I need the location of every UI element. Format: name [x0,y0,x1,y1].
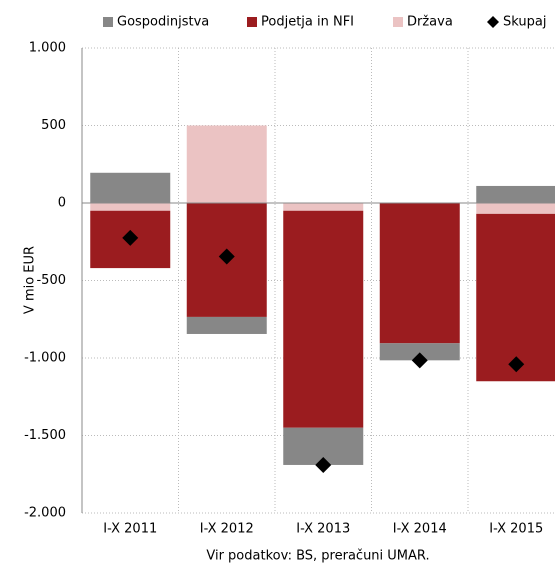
bar-segment [90,172,171,203]
y-tick-label: -2.000 [24,506,66,521]
legend-swatch [247,17,257,27]
x-tick-label: I-X 2012 [200,522,254,537]
x-tick-label: I-X 2014 [393,522,447,537]
bar-segment [283,203,364,211]
total-marker [411,352,428,369]
y-tick-label: -1.000 [24,351,66,366]
total-marker [122,229,139,246]
legend-label: Država [407,15,453,30]
bar-segment [186,125,267,203]
bar-segment [90,203,171,211]
legend-swatch [103,17,113,27]
total-marker [508,356,525,373]
bar-segment [283,210,364,428]
total-marker [315,456,332,473]
y-tick-label: -500 [36,273,66,288]
y-tick-label: 0 [58,196,66,211]
bar-segment [186,316,267,334]
legend-label: Podjetja in NFI [261,15,354,30]
bar-segment [379,343,460,361]
y-tick-label: 500 [41,118,66,133]
legend-label: Skupaj [503,15,546,30]
legend-swatch [393,17,403,27]
legend-label: Gospodinjstva [117,15,209,30]
bar-segment [476,203,555,214]
bar-segment [476,213,555,382]
bar-segment [476,185,555,203]
x-tick-label: I-X 2011 [103,522,157,537]
source-note: Vir podatkov: BS, preračuni UMAR. [206,549,429,564]
y-tick-label: 1.000 [29,41,66,56]
total-marker [218,248,235,265]
x-tick-label: I-X 2015 [489,522,543,537]
bar-segment [379,203,460,344]
y-tick-label: -1.500 [24,428,66,443]
x-tick-label: I-X 2013 [296,522,350,537]
y-axis-label: V mio EUR [23,246,38,314]
legend-marker [487,16,499,28]
